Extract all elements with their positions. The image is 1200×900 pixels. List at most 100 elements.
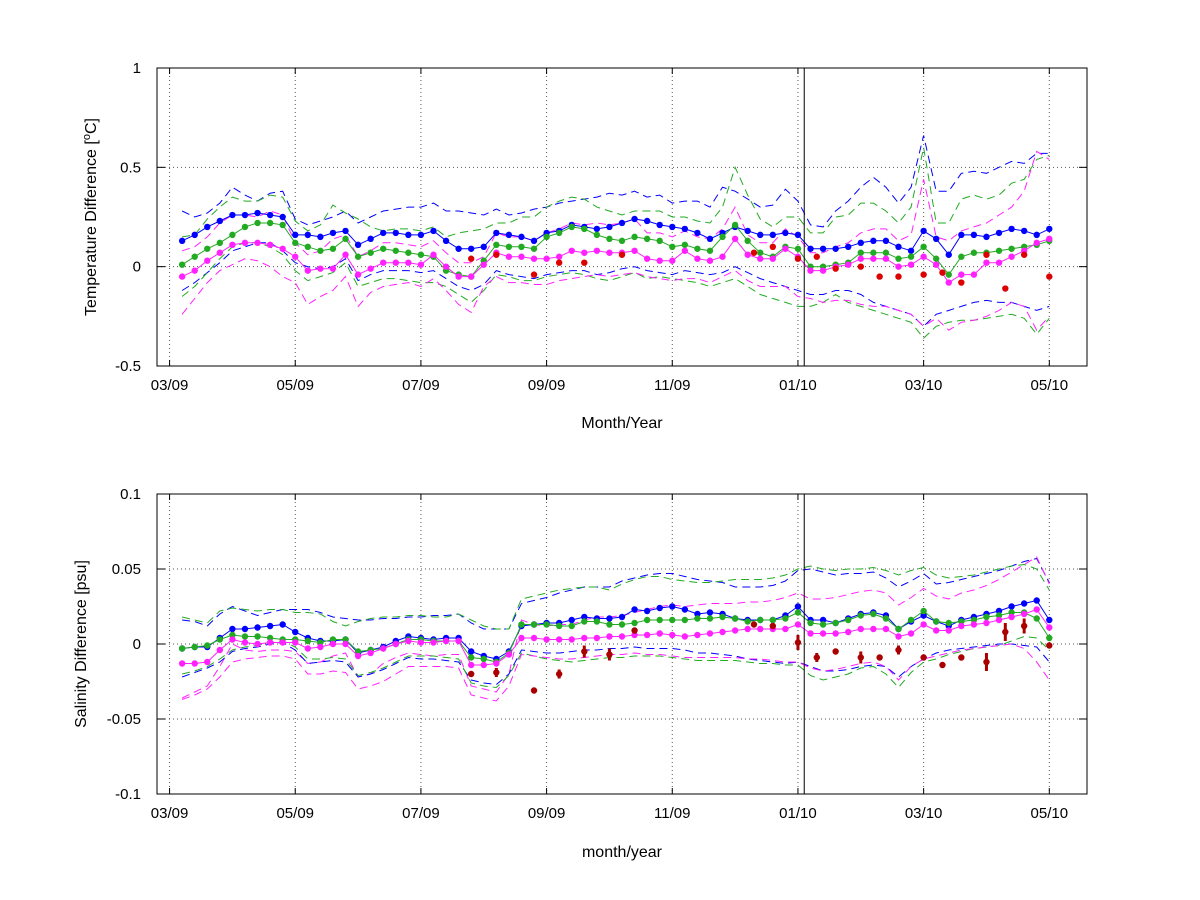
salinity-series-point: [832, 619, 839, 627]
salinity-y-tick-label: 0.05: [112, 561, 141, 578]
temperature-series-point: [731, 235, 739, 243]
temperature-series-point: [1008, 225, 1015, 233]
salinity-series-point: [782, 615, 789, 622]
salinity-series-point: [669, 616, 676, 624]
salinity-series-point: [392, 640, 399, 648]
salinity-series-point: [304, 645, 312, 652]
salinity-series-point: [807, 619, 814, 627]
salinity-series-point: [731, 615, 739, 622]
salinity-observation-point: [983, 658, 990, 666]
temperature-series-point: [518, 243, 525, 250]
temperature-series-point: [694, 255, 701, 262]
temperature-series-point: [505, 231, 513, 239]
salinity-x-tick-label: 03/10: [905, 805, 943, 822]
salinity-observation-point: [1046, 642, 1053, 649]
temperature-series-point: [995, 229, 1003, 237]
salinity-series-point: [1046, 624, 1053, 631]
temperature-series-point: [819, 267, 827, 274]
temperature-envelope-line: [181, 242, 1050, 339]
salinity-series-point: [819, 630, 827, 637]
salinity-observation-point: [467, 670, 475, 678]
salinity-x-tick-label: 05/10: [1031, 805, 1069, 822]
salinity-observation-point: [876, 654, 883, 661]
salinity-series-point: [254, 624, 261, 631]
salinity-series-point: [505, 651, 513, 658]
temperature-series-point: [857, 249, 864, 256]
salinity-x-tick-label: 07/09: [402, 805, 440, 822]
temperature-series-point: [342, 251, 349, 258]
salinity-series-point: [669, 631, 676, 639]
temperature-series-point: [1033, 239, 1040, 247]
salinity-series-point: [593, 634, 601, 642]
salinity-series-point: [857, 612, 864, 619]
temperature-series-point: [530, 255, 538, 262]
salinity-series-point: [970, 616, 978, 624]
temperature-series-point: [317, 247, 324, 254]
temperature-series-point: [455, 273, 462, 280]
temperature-series-point: [706, 247, 714, 254]
salinity-series-point: [405, 637, 412, 645]
temperature-series-point: [870, 237, 877, 245]
temperature-series-point: [694, 229, 701, 237]
salinity-series-point: [995, 616, 1003, 624]
temperature-series-point: [669, 243, 676, 250]
temperature-series-point: [380, 245, 387, 252]
salinity-series-point: [417, 639, 425, 646]
salinity-series-point: [467, 661, 475, 669]
temperature-series-point: [266, 241, 274, 249]
salinity-series-point: [292, 628, 299, 636]
temperature-series-point: [643, 235, 651, 243]
temperature-series-point: [216, 217, 224, 225]
temperature-observation-point: [794, 255, 802, 262]
salinity-series-point: [870, 610, 877, 618]
temperature-series-point: [618, 219, 626, 227]
salinity-series-point: [266, 634, 274, 642]
temperature-series-point: [430, 227, 437, 235]
salinity-series-line: [182, 610, 1050, 663]
temperature-series-point: [480, 261, 487, 268]
temperature-series-point: [819, 245, 827, 252]
temperature-series-point: [719, 233, 726, 241]
temperature-series-point: [1046, 225, 1053, 233]
salinity-series-point: [442, 637, 450, 645]
salinity-series-point: [543, 636, 550, 643]
temperature-observation-point: [493, 251, 500, 258]
temperature-y-tick-label: 0: [133, 259, 141, 276]
temperature-series-point: [480, 243, 487, 250]
temperature-series-point: [731, 221, 739, 229]
salinity-x-axis-label: month/year: [582, 844, 663, 861]
temperature-series-point: [832, 245, 839, 252]
salinity-series-point: [241, 625, 249, 633]
salinity-y-ticks: -0.1 -0.05 0 0.05 0.1: [107, 486, 1087, 803]
temperature-observation-point: [920, 271, 927, 278]
temperature-series-point: [945, 251, 952, 258]
temperature-plot-frame: [156, 67, 1088, 367]
temperature-series-point: [417, 231, 425, 239]
salinity-panel: 03/09 05/09 07/09 09/09 11/09 01/10 03/10 05/10…: [73, 486, 1088, 861]
temperature-series-point: [970, 249, 978, 256]
temperature-series-point: [807, 267, 814, 274]
temperature-series-point: [392, 259, 399, 266]
salinity-x-tick-label: 11/09: [654, 805, 690, 822]
temperature-observation-point: [895, 273, 902, 280]
temperature-series-point: [329, 229, 337, 237]
temperature-series-point: [555, 253, 563, 260]
salinity-series-point: [1008, 609, 1015, 616]
temperature-observation-point: [1046, 273, 1053, 280]
temperature-series-point: [995, 259, 1003, 266]
salinity-envelope-line: [181, 556, 1050, 699]
salinity-series-point: [631, 631, 638, 639]
temperature-series-point: [920, 253, 927, 260]
salinity-series-point: [643, 631, 651, 639]
salinity-series-point: [983, 619, 990, 627]
temperature-series-point: [958, 271, 965, 278]
temperature-series-point: [744, 251, 751, 258]
salinity-series-point: [204, 658, 211, 666]
temperature-series-point: [1008, 245, 1015, 252]
salinity-series-point: [618, 621, 626, 628]
salinity-series-point: [744, 625, 751, 633]
salinity-series-point: [1046, 616, 1053, 624]
salinity-series-point: [241, 639, 249, 646]
salinity-series-point: [945, 619, 952, 627]
salinity-series-point: [606, 621, 613, 628]
